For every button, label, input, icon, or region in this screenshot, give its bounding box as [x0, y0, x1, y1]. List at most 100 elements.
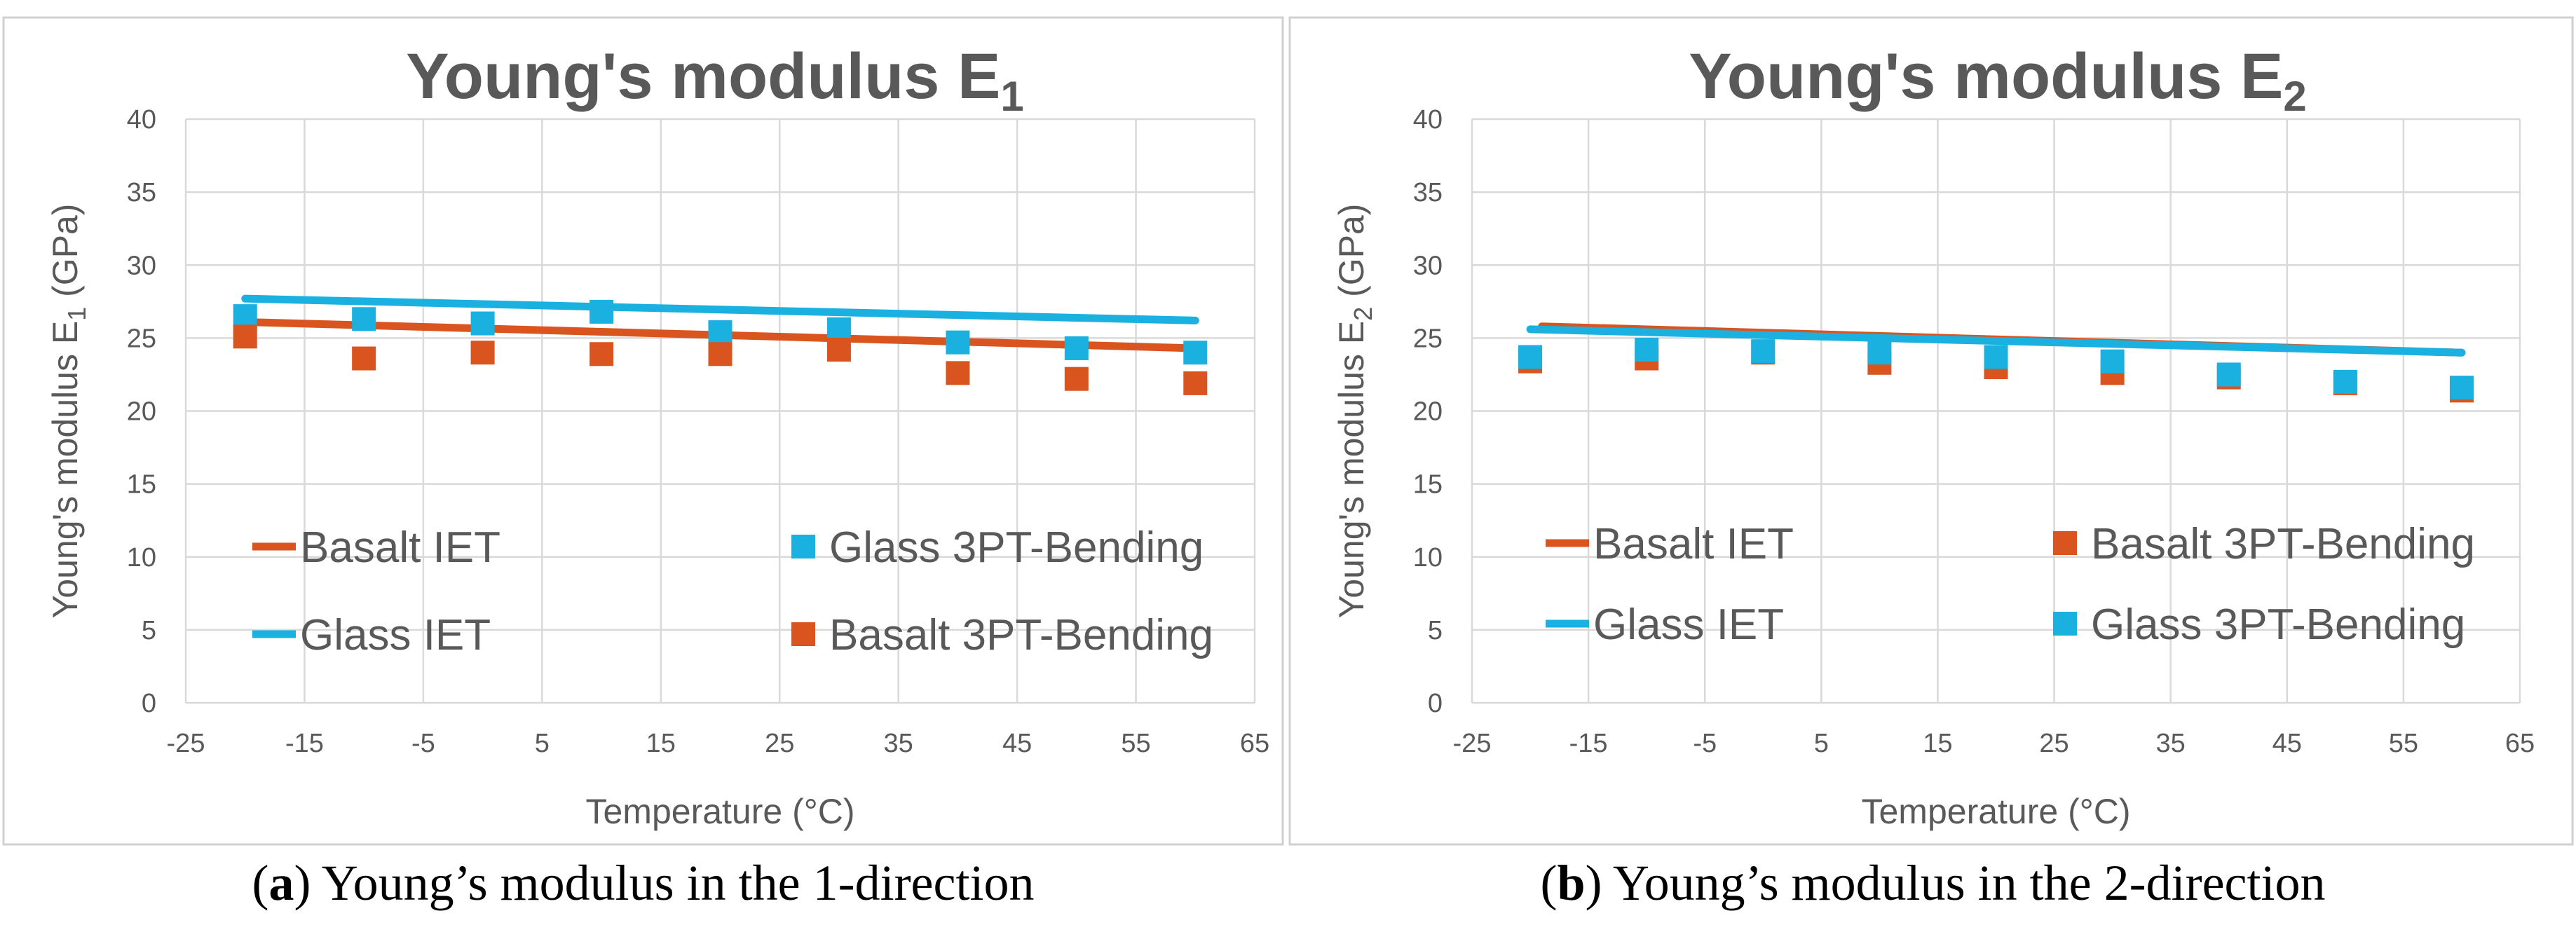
- y-axis-label-unit: (GPa): [1332, 204, 1371, 307]
- y-tick-label: 5: [142, 616, 156, 645]
- y-tick-label: 20: [1413, 397, 1443, 427]
- data-point: [826, 317, 851, 341]
- series-glass-3pt-bending: [233, 299, 1208, 365]
- x-tick-label: 25: [2039, 729, 2069, 758]
- legend-item-basalt-3pt-bending: Basalt 3PT-Bending: [791, 611, 1213, 659]
- x-tick-label: -15: [285, 729, 324, 758]
- series-line: [241, 294, 1199, 324]
- y-axis-label-main: Young's modulus E: [1332, 321, 1371, 619]
- data-point: [826, 338, 851, 362]
- legend-marker-swatch: [2053, 612, 2077, 636]
- data-point: [1183, 371, 1208, 395]
- caption-a-letter: a: [268, 855, 294, 911]
- y-tick-label: 25: [1413, 324, 1443, 353]
- data-point: [470, 341, 495, 365]
- legend: Basalt IET Glass 3PT-Bending Glass IET Basa…: [252, 523, 1213, 659]
- legend-label: Basalt 3PT-Bending: [2091, 520, 2475, 568]
- legend-label: Glass 3PT-Bending: [829, 523, 1204, 572]
- data-point: [1751, 339, 1776, 364]
- legend-marker-swatch: [791, 622, 815, 646]
- x-tick-label: 55: [1121, 729, 1150, 758]
- data-point: [2216, 362, 2241, 387]
- chart-title: Young's modulus E1: [406, 41, 1024, 120]
- data-point: [708, 320, 732, 345]
- y-tick-label: 35: [127, 178, 156, 207]
- x-tick-label: 45: [2272, 729, 2302, 758]
- data-point: [590, 299, 614, 324]
- legend-label: Basalt IET: [1593, 520, 1794, 568]
- x-tick-label: -5: [411, 729, 435, 758]
- legend-item-glass-3pt-bending: Glass 3PT-Bending: [791, 523, 1204, 572]
- caption-a: (a) Young’s modulus in the 1-direction: [252, 855, 1035, 911]
- data-point: [1984, 345, 2008, 369]
- data-point: [352, 346, 376, 371]
- chart-title-subscript: 2: [2283, 73, 2306, 120]
- y-axis-label-subscript: 2: [1349, 307, 1377, 321]
- y-axis-label-main: Young's modulus E: [46, 321, 85, 619]
- x-tick-label: -15: [1569, 729, 1608, 758]
- y-axis-label: Young's modulus E1 (GPa): [46, 204, 91, 619]
- legend-label: Glass IET: [300, 611, 491, 659]
- legend-label: Glass 3PT-Bending: [2091, 601, 2465, 649]
- legend-item-basalt-iet: Basalt IET: [252, 523, 500, 572]
- data-point: [233, 324, 257, 349]
- data-point: [1518, 345, 1543, 369]
- chart-frame: [2, 16, 1284, 846]
- caption-b: (b) Young’s modulus in the 2-direction: [1540, 855, 2326, 911]
- legend-item-basalt-3pt-bending: Basalt 3PT-Bending: [2053, 520, 2475, 568]
- data-point: [2100, 349, 2125, 374]
- data-point: [708, 342, 732, 366]
- x-tick-label: 65: [2505, 729, 2535, 758]
- y-tick-label: 10: [1413, 543, 1443, 573]
- x-tick-label: 5: [535, 729, 550, 758]
- y-tick-label: 30: [1413, 251, 1443, 280]
- caption-b-letter: b: [1557, 855, 1586, 911]
- x-tick-label: 15: [646, 729, 676, 758]
- y-axis-label-subscript: 1: [62, 307, 91, 321]
- x-tick-label: -25: [167, 729, 205, 758]
- series-basalt-3pt-bending: [233, 324, 1208, 395]
- x-tick-label: -25: [1453, 729, 1492, 758]
- chart-panel-a: 0 5 10 15 20 25 30 35 40 -25 -15 -5 5 15 25 35 45 55 65 You…: [2, 16, 1284, 846]
- data-point: [946, 361, 970, 385]
- x-tick-label: 65: [1240, 729, 1269, 758]
- chart-title-main: Young's modulus E: [1689, 41, 2283, 112]
- chart-title: Young's modulus E2: [1689, 41, 2307, 120]
- legend-item-basalt-iet: Basalt IET: [1546, 520, 1794, 568]
- y-tick-label: 0: [1428, 689, 1443, 718]
- y-tick-label: 10: [127, 543, 156, 573]
- data-point: [590, 342, 614, 366]
- chart-frame: [1288, 16, 2574, 846]
- data-point: [470, 311, 495, 336]
- y-tick-label: 5: [1428, 616, 1443, 645]
- y-tick-label: 40: [1413, 105, 1443, 135]
- y-axis-label-unit: (GPa): [46, 204, 85, 307]
- chart-panel-b: 0 5 10 15 20 25 30 35 40 -25 -15 -5 5 15 25 35 45 55 65 You…: [1288, 16, 2574, 846]
- x-tick-label: 55: [2389, 729, 2418, 758]
- data-point: [2333, 369, 2357, 394]
- y-tick-label: 30: [127, 251, 156, 280]
- legend-marker-swatch: [2053, 531, 2077, 555]
- legend-item-glass-iet: Glass IET: [252, 611, 491, 659]
- legend: Basalt IET Basalt 3PT-Bending Glass IET Gla…: [1546, 520, 2475, 649]
- series-glass-iet: [241, 294, 1199, 324]
- y-tick-label: 15: [127, 470, 156, 500]
- legend-label: Glass IET: [1593, 601, 1784, 649]
- caption-a-text: Young’s modulus in the 1-direction: [321, 855, 1035, 911]
- legend-item-glass-iet: Glass IET: [1546, 601, 1784, 649]
- data-point: [1064, 336, 1089, 360]
- data-point: [1635, 338, 1659, 362]
- y-tick-label: 25: [127, 324, 156, 353]
- chart-title-main: Young's modulus E: [406, 41, 1000, 112]
- data-point: [1064, 366, 1089, 391]
- legend-item-glass-3pt-bending: Glass 3PT-Bending: [2053, 601, 2465, 649]
- x-axis-label: Temperature (°C): [586, 792, 855, 831]
- x-tick-label: 25: [765, 729, 794, 758]
- x-tick-label: 15: [1923, 729, 1952, 758]
- y-tick-label: 15: [1413, 470, 1443, 500]
- data-point: [233, 304, 257, 329]
- y-axis-label: Young's modulus E2 (GPa): [1332, 204, 1377, 619]
- series-glass-3pt-bending: [1518, 338, 2474, 400]
- y-tick-label: 0: [142, 689, 156, 718]
